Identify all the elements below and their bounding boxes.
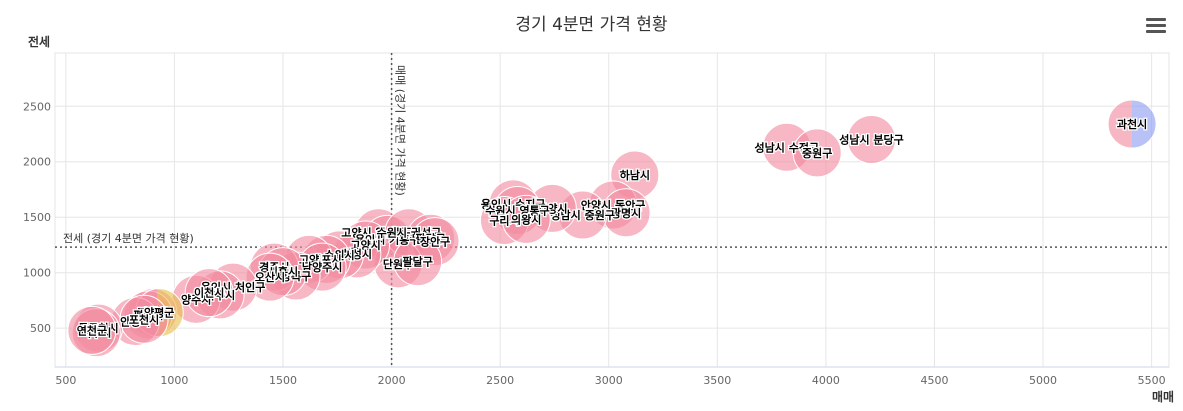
y-tick-label: 500 [30, 322, 51, 335]
bubble-label: 성남시 분당구 [839, 133, 904, 147]
bubble-label: 하남시 [620, 168, 650, 182]
y-tick-label: 2500 [23, 100, 51, 113]
bubble-label: 시흥시 [268, 265, 298, 279]
y-tick-label: 2000 [23, 156, 51, 169]
bubble-point[interactable] [67, 305, 117, 355]
bubble-label: 수원시 영통구 [485, 204, 550, 218]
bubble-point[interactable] [792, 128, 842, 178]
bubble-label: 성남시 중원구 [550, 208, 615, 222]
axes: 500 1000 1500 2000 2500 3000 3500 4000 4500 5000 5… [23, 100, 1169, 387]
x-tick-label: 4000 [812, 374, 840, 387]
bubble-label: 단원구 [383, 257, 413, 271]
y-axis-title: 전세 [28, 35, 51, 49]
bubble-label: 안양시 동안구 [581, 198, 646, 212]
bubble-point[interactable] [184, 268, 234, 318]
bubble-label: 양평군 [144, 306, 174, 320]
x-axis-title: 매매 [1152, 390, 1175, 404]
bubble-label: 용인시 처인구 [201, 280, 266, 294]
bubble-label: 남양주시 [302, 260, 342, 274]
bubble-label: 연천군 [77, 323, 107, 337]
bubble-label: 고양시 [350, 238, 380, 252]
bubble-point[interactable] [393, 237, 443, 287]
bubble-point[interactable] [501, 194, 551, 244]
bubble-label: 수원시 권선구 [377, 226, 442, 240]
bubble-label: 팔달구 [402, 255, 432, 269]
bubble-label: 김포시 [311, 253, 341, 266]
bubble-label: 수원시 [324, 248, 354, 262]
bubbles [67, 99, 1157, 358]
bubble-label: 성남시 수정구 [755, 140, 820, 154]
bubble-label: 장안구 [420, 235, 450, 249]
bubble-label: 광명시 [611, 206, 641, 220]
bubble-label: 파주시 [205, 288, 235, 302]
bubble-label: 동두천시 [78, 321, 118, 335]
bubble-label: 안양시 [537, 201, 567, 215]
bubble-label: 이천시 [194, 286, 224, 300]
y-reference-label: 전세 (경기 4분면 가격 현황) [63, 232, 194, 245]
y-tick-label: 1500 [23, 211, 51, 224]
x-tick-label: 5000 [1029, 374, 1057, 387]
bubble-point[interactable] [1107, 99, 1157, 149]
bubble-label: 포천시 [129, 312, 159, 326]
bubble-label: 안성시 [120, 315, 150, 329]
bubble-label: 과천시 [1117, 117, 1147, 131]
reference-lines: 매매 (경기 4분면 가격 현황) 전세 (경기 4분면 가격 현황) [55, 53, 1169, 367]
bubble-label: 구리시 [489, 214, 519, 228]
bubble-label: 상록구 [281, 269, 311, 283]
x-tick-label: 5500 [1138, 374, 1166, 387]
x-tick-label: 500 [55, 374, 76, 387]
bubble-label: 여주시 [81, 326, 111, 340]
bubble-label: 의왕시 [511, 212, 541, 226]
bubble-point[interactable] [846, 115, 896, 165]
bubble-label: 용인시 기흥구 [355, 232, 420, 246]
bubble-label: 용인시 수지구 [481, 197, 546, 211]
x-tick-label: 1000 [160, 374, 188, 387]
y-tick-label: 1000 [23, 267, 51, 280]
bubble-label: 양주시 [181, 292, 211, 306]
x-tick-label: 2500 [486, 374, 514, 387]
bubble-label: 화성시 [342, 247, 372, 261]
bubble-label: 오산시 [255, 270, 285, 284]
bubble-label: 평택시 [138, 306, 168, 320]
bubble-label: 경주시 [259, 260, 289, 274]
bubble-label: 중원구 [802, 146, 832, 160]
chart-menu-icon[interactable] [1146, 18, 1166, 34]
x-tick-label: 1500 [269, 374, 297, 387]
bubble-label: 고양시 일산동구 [341, 226, 416, 240]
bubble-label: 팔달구 [415, 231, 445, 245]
chart-title: 경기 4분면 가격 현황 [515, 15, 668, 35]
x-tick-label: 3000 [595, 374, 623, 387]
x-reference-label: 매매 (경기 4분면 가격 현황) [394, 65, 407, 196]
x-tick-label: 4500 [920, 374, 948, 387]
bubble-label: 고양 [299, 252, 319, 266]
x-tick-label: 2000 [378, 374, 406, 387]
bubble-label: 평택시 [133, 308, 163, 322]
x-tick-label: 3500 [703, 374, 731, 387]
